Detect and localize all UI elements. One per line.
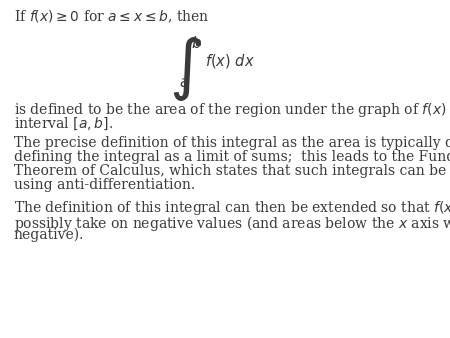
Text: is defined to be the area of the region under the graph of $f(x)$ on the: is defined to be the area of the region … xyxy=(14,101,450,119)
Text: defining the integral as a limit of sums;  this leads to the Fundamental: defining the integral as a limit of sums… xyxy=(14,150,450,164)
Text: $f(x)\ dx$: $f(x)\ dx$ xyxy=(205,52,255,70)
Text: The definition of this integral can then be extended so that $f(x)$ may: The definition of this integral can then… xyxy=(14,199,450,217)
Text: possibly take on negative values (and areas below the $x$ axis will be: possibly take on negative values (and ar… xyxy=(14,214,450,233)
Text: The precise definition of this integral as the area is typically done by: The precise definition of this integral … xyxy=(14,136,450,150)
Text: $b$: $b$ xyxy=(191,35,202,51)
Text: negative).: negative). xyxy=(14,228,84,242)
Text: Theorem of Calculus, which states that such integrals can be calculated: Theorem of Calculus, which states that s… xyxy=(14,164,450,178)
Text: If $f(x) \geq 0$ for $a \leq x \leq b$, then: If $f(x) \geq 0$ for $a \leq x \leq b$, … xyxy=(14,8,209,25)
Text: using anti-differentiation.: using anti-differentiation. xyxy=(14,178,194,192)
Text: interval $[a,b]$.: interval $[a,b]$. xyxy=(14,116,112,132)
Text: $\int$: $\int$ xyxy=(169,35,202,103)
Text: $a$: $a$ xyxy=(179,76,189,90)
